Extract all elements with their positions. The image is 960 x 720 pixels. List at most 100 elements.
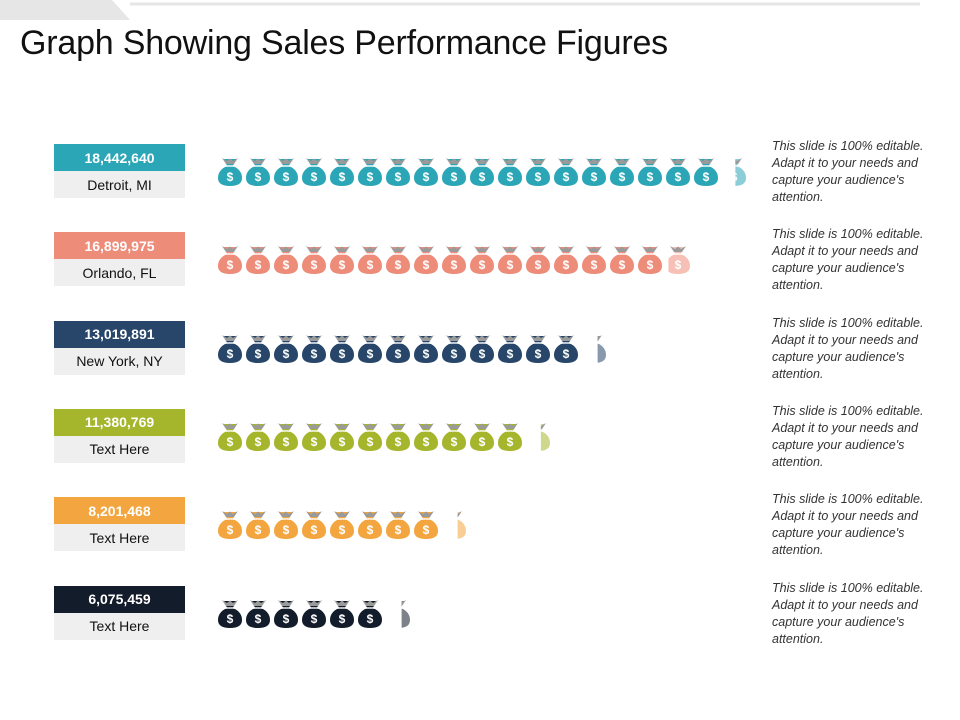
money-bag-bar: $ $ $ $ $ $ $ $ $ $ $ $ bbox=[218, 422, 550, 451]
money-bag-icon: $ bbox=[666, 158, 690, 186]
description-text: This slide is 100% editable. Adapt it to… bbox=[772, 139, 924, 204]
category-label: Text Here bbox=[54, 524, 185, 552]
svg-text:$: $ bbox=[311, 435, 318, 449]
svg-text:$: $ bbox=[255, 347, 262, 361]
money-bag-icon: $ bbox=[274, 511, 298, 540]
money-bag-icon: $ bbox=[668, 246, 690, 275]
svg-text:$: $ bbox=[535, 347, 542, 361]
money-bag-icon: $ bbox=[330, 422, 354, 451]
money-bag-bar: $ $ $ $ $ $ $ $ $ $ $ $ $ $ $ $ $ $ $ bbox=[218, 158, 746, 186]
svg-text:$: $ bbox=[367, 612, 374, 626]
money-bag-icon: $ bbox=[414, 158, 438, 186]
money-bag-icon: $ bbox=[694, 158, 718, 186]
svg-text:$: $ bbox=[451, 435, 458, 449]
svg-text:$: $ bbox=[339, 523, 346, 537]
svg-text:$: $ bbox=[479, 258, 486, 272]
money-bag-icon: $ bbox=[246, 158, 270, 186]
money-bag-icon: $ bbox=[386, 334, 410, 363]
money-bag-icon: $ bbox=[358, 158, 382, 186]
category-label: Text Here bbox=[54, 612, 185, 640]
chart-row: 6,075,459 Text Here $ $ $ $ $ $ $ This slide is 1… bbox=[0, 581, 960, 646]
svg-text:$: $ bbox=[367, 435, 374, 449]
svg-text:$: $ bbox=[227, 612, 234, 626]
money-bag-icon: $ bbox=[246, 334, 270, 363]
svg-text:$: $ bbox=[535, 170, 542, 184]
svg-text:$: $ bbox=[311, 612, 318, 626]
svg-text:$: $ bbox=[507, 347, 514, 361]
money-bag-icon: $ bbox=[731, 158, 746, 186]
svg-text:$: $ bbox=[563, 258, 570, 272]
svg-text:$: $ bbox=[703, 170, 710, 184]
money-bag-icon: $ bbox=[610, 158, 634, 186]
svg-text:$: $ bbox=[395, 523, 402, 537]
money-bag-icon: $ bbox=[386, 158, 410, 186]
money-bag-icon: $ bbox=[638, 246, 662, 275]
money-bag-icon: $ bbox=[386, 422, 410, 451]
category-label: Orlando, FL bbox=[54, 259, 185, 287]
description-text: This slide is 100% editable. Adapt it to… bbox=[772, 227, 924, 293]
money-bag-icon: $ bbox=[330, 246, 354, 275]
money-bag-icon: $ bbox=[358, 422, 382, 451]
money-bag-icon: $ bbox=[554, 158, 578, 186]
money-bag-icon: $ bbox=[442, 422, 466, 451]
money-bag-icon: $ bbox=[526, 246, 550, 275]
svg-text:$: $ bbox=[591, 258, 598, 272]
svg-text:$: $ bbox=[255, 258, 262, 272]
money-bag-icon: $ bbox=[218, 599, 242, 628]
chart-row: 11,380,769 Text Here $ $ $ $ $ $ $ $ $ $ $ $ This slid… bbox=[0, 404, 960, 469]
money-bag-icon: $ bbox=[218, 158, 242, 186]
money-bag-icon: $ bbox=[582, 246, 606, 275]
svg-text:$: $ bbox=[423, 347, 430, 361]
money-bag-icon: $ bbox=[401, 599, 410, 628]
money-bag-icon: $ bbox=[386, 511, 410, 540]
money-bag-icon: $ bbox=[414, 422, 438, 451]
money-bag-icon: $ bbox=[274, 599, 298, 628]
money-bag-icon: $ bbox=[414, 334, 438, 363]
money-bag-icon: $ bbox=[414, 511, 438, 540]
description-text: This slide is 100% editable. Adapt it to… bbox=[772, 315, 924, 381]
category-label: New York, NY bbox=[54, 347, 185, 375]
svg-text:$: $ bbox=[591, 170, 598, 184]
svg-text:$: $ bbox=[535, 435, 542, 449]
header-decoration bbox=[0, 0, 920, 20]
svg-text:$: $ bbox=[395, 347, 402, 361]
money-bag-icon: $ bbox=[274, 246, 298, 275]
svg-text:$: $ bbox=[311, 347, 318, 361]
svg-text:$: $ bbox=[451, 347, 458, 361]
svg-text:$: $ bbox=[479, 435, 486, 449]
money-bag-icon: $ bbox=[442, 158, 466, 186]
svg-text:$: $ bbox=[423, 258, 430, 272]
money-bag-icon: $ bbox=[358, 599, 382, 628]
value-label: 13,019,891 bbox=[54, 320, 185, 348]
money-bag-icon: $ bbox=[302, 599, 326, 628]
category-label: Text Here bbox=[54, 435, 185, 463]
money-bag-icon: $ bbox=[330, 511, 354, 540]
money-bag-icon: $ bbox=[330, 158, 354, 186]
svg-text:$: $ bbox=[451, 170, 458, 184]
money-bag-icon: $ bbox=[470, 334, 494, 363]
money-bag-icon: $ bbox=[386, 246, 410, 275]
value-label: 11,380,769 bbox=[54, 408, 185, 436]
svg-text:$: $ bbox=[423, 435, 430, 449]
svg-text:$: $ bbox=[507, 435, 514, 449]
money-bag-icon: $ bbox=[330, 334, 354, 363]
svg-text:$: $ bbox=[255, 612, 262, 626]
chart-row: 13,019,891 New York, NY $ $ $ $ $ $ $ $ $ $ $ $ $ $ This… bbox=[0, 316, 960, 381]
value-label: 18,442,640 bbox=[54, 144, 185, 171]
money-bag-icon: $ bbox=[274, 334, 298, 363]
money-bag-icon: $ bbox=[358, 511, 382, 540]
money-bag-icon: $ bbox=[442, 246, 466, 275]
money-bag-bar: $ $ $ $ $ $ $ $ $ $ $ $ $ $ $ $ $ bbox=[218, 246, 690, 275]
svg-text:$: $ bbox=[311, 258, 318, 272]
svg-text:$: $ bbox=[255, 523, 262, 537]
money-bag-icon: $ bbox=[470, 246, 494, 275]
chart-row: 8,201,468 Text Here $ $ $ $ $ $ $ $ $ This slide is… bbox=[0, 492, 960, 557]
svg-text:$: $ bbox=[731, 170, 738, 184]
money-bag-icon: $ bbox=[638, 158, 662, 186]
svg-text:$: $ bbox=[423, 523, 430, 537]
chart-row: 18,442,640 Detroit, MI $ $ $ $ $ $ $ $ $ $ $ $ $ $ $ $ $ $ $… bbox=[0, 139, 960, 204]
svg-text:$: $ bbox=[619, 170, 626, 184]
money-bag-icon: $ bbox=[330, 599, 354, 628]
svg-text:$: $ bbox=[255, 435, 262, 449]
money-bag-icon: $ bbox=[554, 334, 578, 363]
